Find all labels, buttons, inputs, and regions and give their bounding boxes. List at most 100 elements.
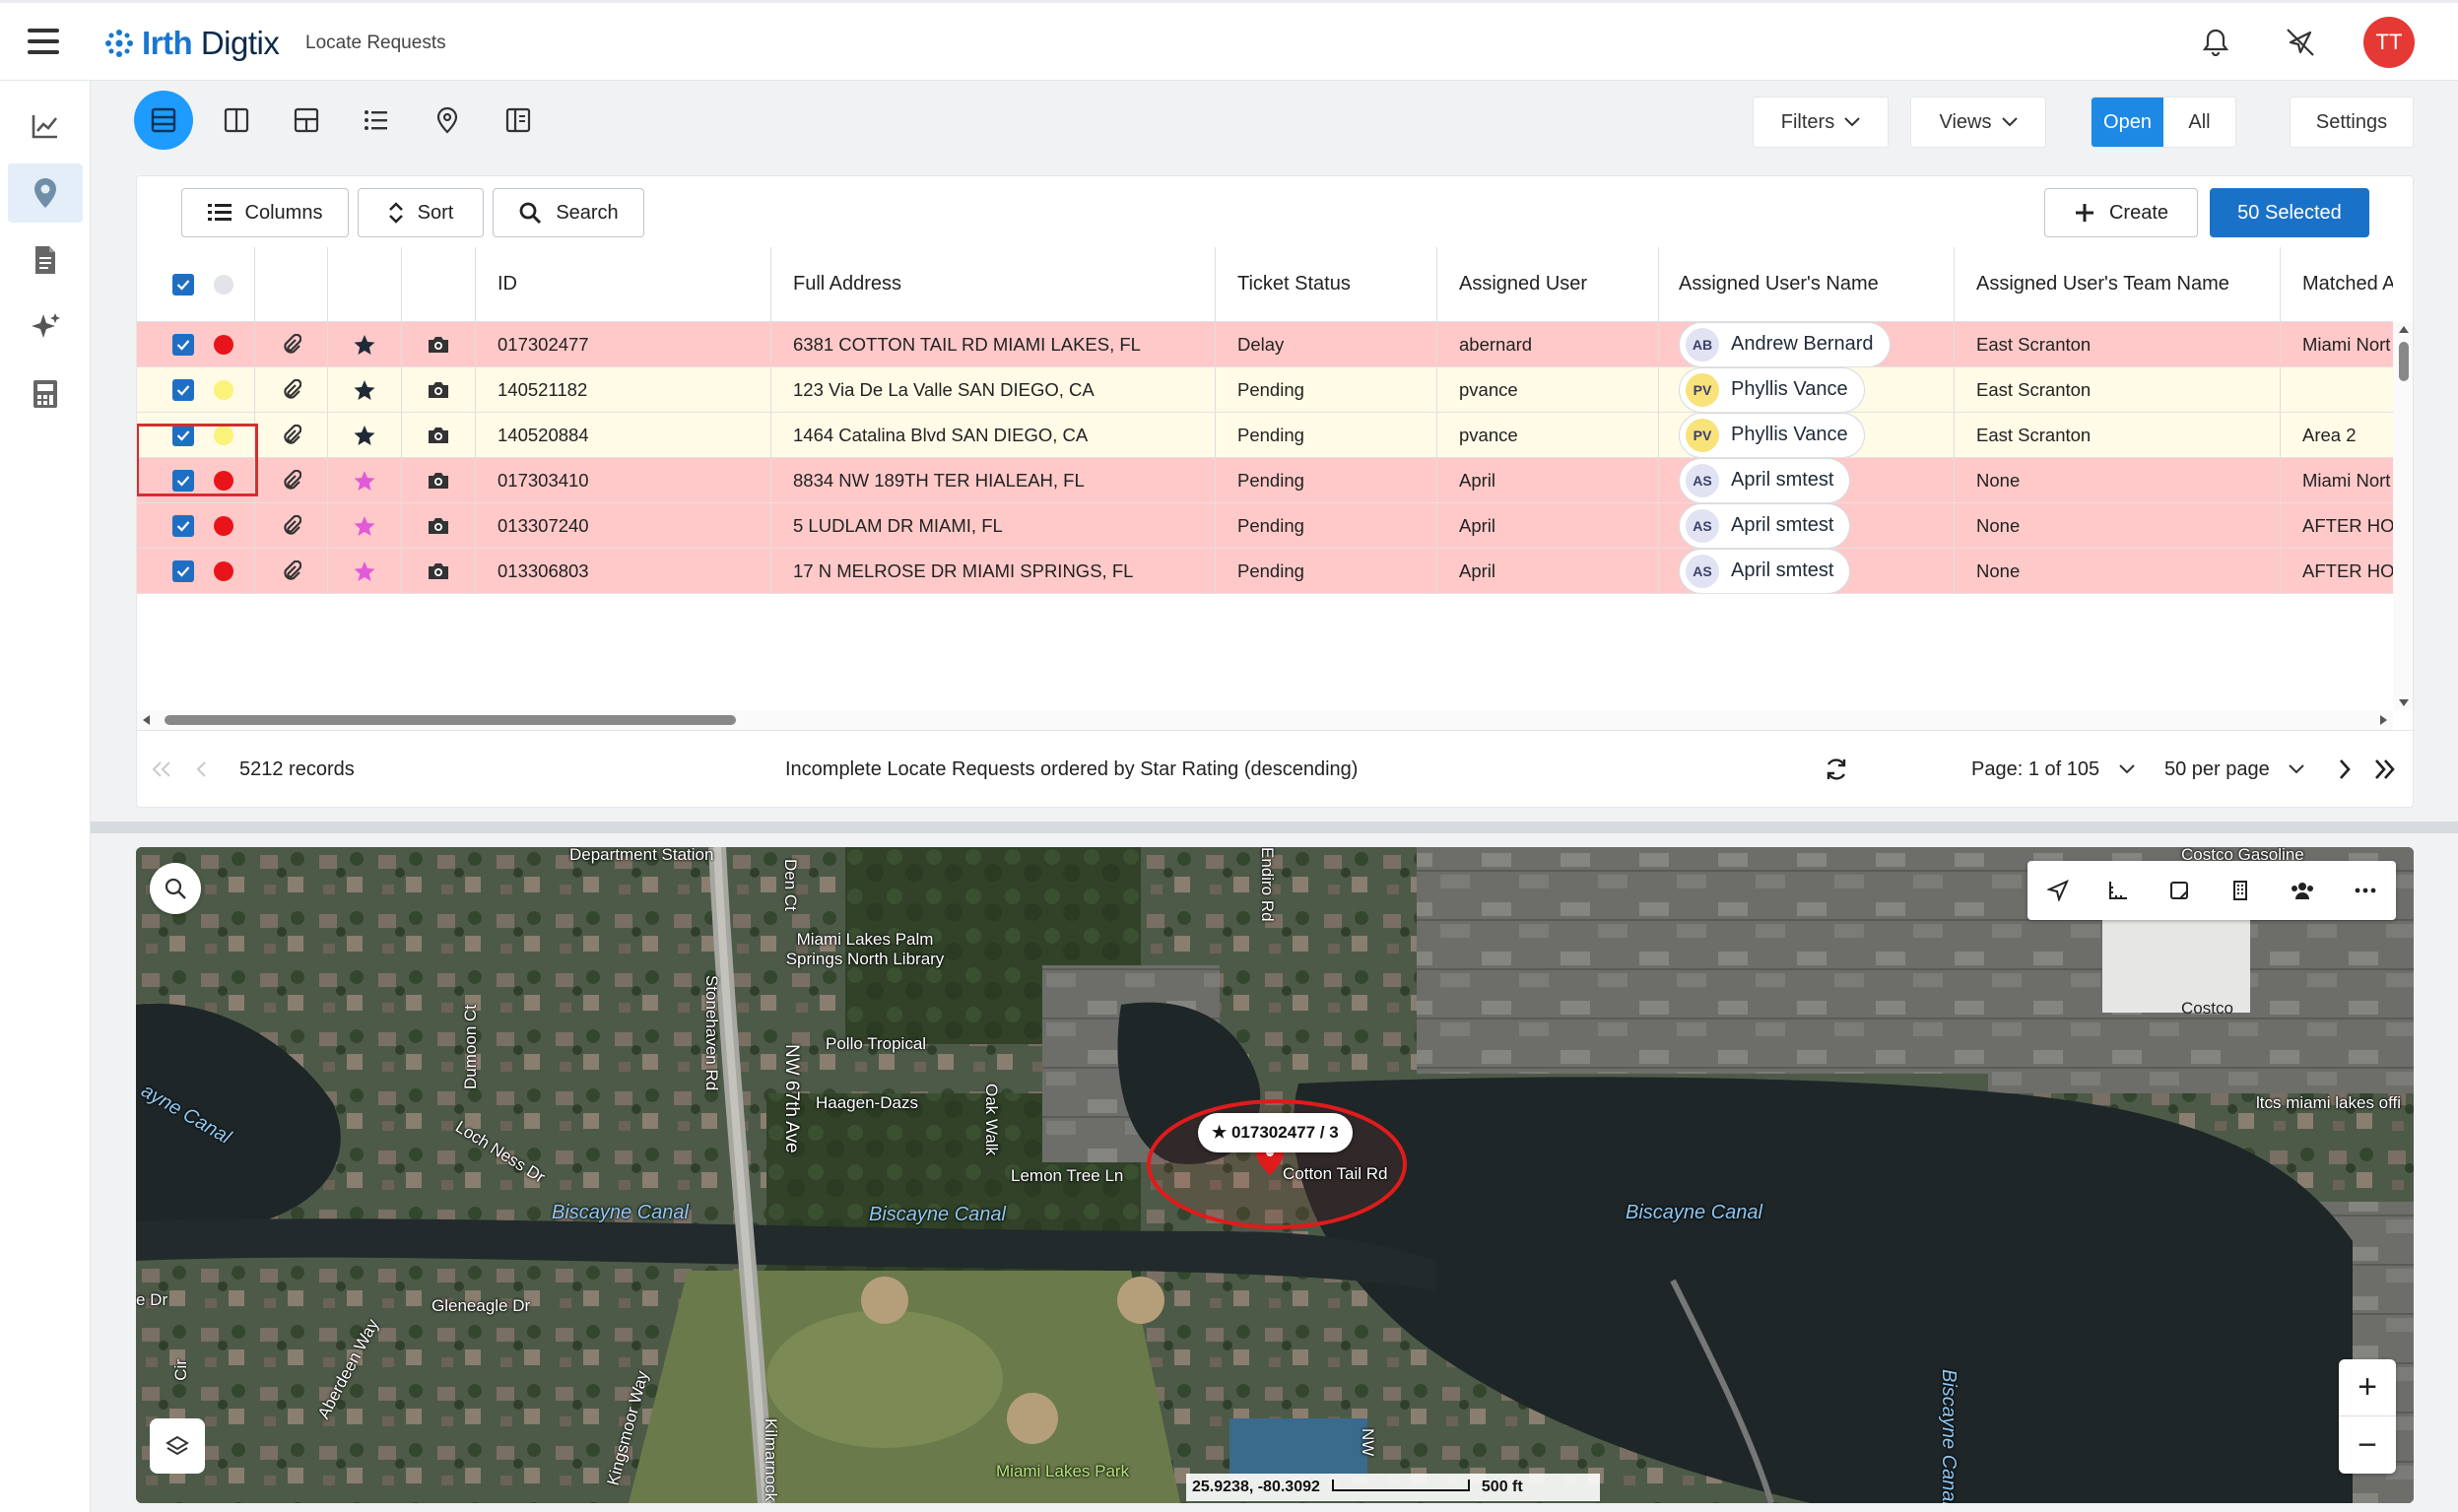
hamburger-menu-icon[interactable] [28,29,59,54]
rail-map-pin-icon[interactable] [8,164,83,223]
row-checkbox[interactable] [172,424,194,446]
star-rating-icon[interactable] [353,424,376,447]
settings-button[interactable]: Settings [2290,97,2414,148]
last-page-icon[interactable] [2373,758,2397,780]
row-checkbox[interactable] [172,469,194,492]
ticket-map-callout[interactable]: ★ 017302477 / 3 [1198,1113,1353,1152]
previous-page-icon[interactable] [194,760,208,778]
table-row[interactable]: 017302477 6381 COTTON TAIL RD MIAMI LAKES… [137,322,2393,367]
column-header-ticket-status[interactable]: Ticket Status [1216,247,1437,321]
zoom-out-button[interactable]: − [2358,1425,2377,1464]
user-chip[interactable]: PV Phyllis Vance [1679,413,1865,457]
attachment-paperclip-icon[interactable] [282,559,301,582]
user-chip[interactable]: AS April smtest [1679,503,1851,548]
attachment-paperclip-icon[interactable] [282,514,301,537]
navigate-arrow-icon[interactable] [2046,880,2069,901]
user-avatar[interactable]: TT [2363,17,2415,68]
rail-analytics-icon[interactable] [8,97,83,156]
create-button[interactable]: Create [2044,188,2198,237]
first-page-icon[interactable] [151,760,172,778]
camera-icon[interactable] [427,380,450,400]
cell-id[interactable]: 140520884 [476,413,771,457]
zoom-in-button[interactable]: + [2339,1359,2396,1416]
camera-icon[interactable] [427,335,450,355]
camera-icon[interactable] [427,471,450,491]
cell-id[interactable]: 017303410 [476,458,771,502]
row-checkbox[interactable] [172,378,194,401]
search-button[interactable]: Search [493,188,644,237]
column-header-assigned-user[interactable]: Assigned User [1437,247,1659,321]
rail-calculator-icon[interactable] [8,364,83,424]
per-page-select[interactable]: 50 per page [2164,758,2270,780]
column-header-assigned-users-name[interactable]: Assigned User's Name [1659,247,1955,321]
cell-id[interactable]: 140521182 [476,367,771,412]
horizontal-scrollbar[interactable] [137,710,2393,730]
map-layers-button[interactable] [150,1418,205,1474]
building-icon[interactable] [2229,880,2251,901]
map-view[interactable]: Department Station Den Ct Miami Lakes Pa… [136,847,2414,1503]
notifications-bell-icon[interactable] [2194,21,2237,64]
cell-id[interactable]: 013307240 [476,503,771,548]
user-chip[interactable]: PV Phyllis Vance [1679,367,1865,412]
per-page-chevron-down-icon[interactable] [2289,764,2304,774]
views-dropdown[interactable]: Views [1910,97,2046,148]
filters-dropdown[interactable]: Filters [1753,97,1889,148]
attachment-paperclip-icon[interactable] [282,469,301,492]
select-all-checkbox[interactable] [172,273,194,296]
user-chip[interactable]: AS April smtest [1679,458,1851,502]
app-logo[interactable]: Irth Digtix [104,25,280,62]
row-checkbox[interactable] [172,333,194,356]
more-options-icon[interactable] [2355,887,2376,893]
star-rating-icon[interactable] [353,469,376,493]
location-off-icon[interactable] [2279,21,2322,64]
table-row[interactable]: 017303410 8834 NW 189TH TER HIALEAH, FL Pe… [137,458,2393,503]
refresh-icon[interactable] [1824,756,1849,782]
cell-id[interactable]: 017302477 [476,322,771,366]
view-split-horizontal-button[interactable] [277,91,336,150]
view-grid-only-button[interactable] [134,91,193,150]
star-rating-icon[interactable] [353,378,376,402]
user-chip[interactable]: AB Andrew Bernard [1679,322,1891,366]
table-row[interactable]: 140520884 1464 Catalina Blvd SAN DIEGO, C… [137,413,2393,458]
attachment-paperclip-icon[interactable] [282,378,301,401]
columns-button[interactable]: Columns [181,188,349,237]
cell-id[interactable]: 013306803 [476,549,771,593]
attachment-paperclip-icon[interactable] [282,333,301,356]
next-page-icon[interactable] [2338,758,2352,780]
selected-count-button[interactable]: 50 Selected [2210,188,2369,237]
table-row[interactable]: 013307240 5 LUDLAM DR MIAMI, FL Pending Apr… [137,503,2393,549]
row-checkbox[interactable] [172,514,194,537]
camera-icon[interactable] [427,426,450,445]
rail-document-icon[interactable] [8,230,83,290]
camera-icon[interactable] [427,561,450,581]
page-indicator[interactable]: Page: 1 of 105 [1971,758,2100,780]
panel-splitter[interactable] [91,822,2458,833]
star-rating-icon[interactable] [353,333,376,357]
table-row[interactable]: 013306803 17 N MELROSE DR MIAMI SPRINGS, … [137,549,2393,594]
camera-icon[interactable] [427,516,450,536]
map-search-button[interactable] [150,863,201,914]
column-header-id[interactable]: ID [476,247,771,321]
column-header-matched-area[interactable]: Matched A [2281,247,2393,321]
column-header-team-name[interactable]: Assigned User's Team Name [1955,247,2281,321]
all-toggle-button[interactable]: All [2188,110,2211,133]
measure-ruler-icon[interactable] [2107,880,2129,901]
group-users-icon[interactable] [2290,880,2315,901]
sort-button[interactable]: Sort [358,188,484,237]
star-rating-icon[interactable] [353,514,376,538]
user-chip[interactable]: AS April smtest [1679,549,1851,593]
view-map-button[interactable] [418,91,477,150]
column-header-full-address[interactable]: Full Address [771,247,1216,321]
row-checkbox[interactable] [172,559,194,582]
view-detail-panel-button[interactable] [489,91,548,150]
table-row[interactable]: 140521182 123 Via De La Valle SAN DIEGO, … [137,367,2393,413]
star-rating-icon[interactable] [353,559,376,583]
attachment-paperclip-icon[interactable] [282,424,301,446]
page-chevron-down-icon[interactable] [2119,764,2135,774]
rail-ai-sparkle-icon[interactable] [8,297,83,357]
draw-shape-icon[interactable] [2168,880,2190,901]
view-split-vertical-button[interactable] [207,91,266,150]
view-list-button[interactable] [347,91,406,150]
vertical-scrollbar[interactable] [2393,322,2413,710]
open-toggle-button[interactable]: Open [2092,98,2163,147]
